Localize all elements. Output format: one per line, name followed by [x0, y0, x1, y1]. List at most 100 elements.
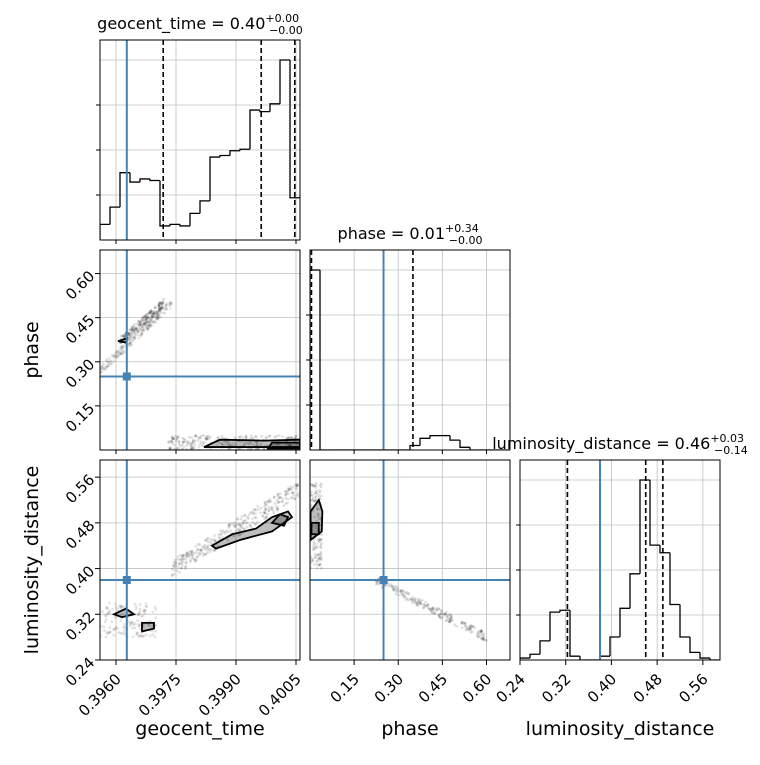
sample-point: [147, 311, 151, 315]
sample-point: [476, 632, 479, 636]
sample-point: [256, 447, 260, 450]
sample-point: [313, 499, 317, 503]
sample-point: [480, 629, 484, 633]
sample-point: [278, 500, 282, 504]
sample-point: [123, 332, 127, 336]
hist-bin: [159, 180, 170, 227]
sample-point: [183, 438, 187, 442]
sample-point: [102, 368, 105, 372]
sample-point: [110, 354, 114, 357]
sample-point: [316, 553, 320, 557]
sample-point: [311, 509, 315, 513]
sample-point: [399, 590, 402, 594]
sample-point: [447, 620, 451, 624]
sample-point: [445, 615, 449, 619]
sample-point: [153, 311, 157, 315]
sample-point: [228, 529, 232, 533]
sample-point: [191, 441, 195, 445]
sample-point: [145, 605, 148, 609]
sample-point: [132, 335, 136, 339]
sample-point: [415, 601, 419, 605]
sample-point: [171, 437, 175, 441]
sample-point: [264, 503, 267, 506]
sample-point: [432, 611, 436, 614]
sample-point: [135, 633, 138, 636]
sample-point: [318, 556, 321, 560]
sample-point: [191, 440, 195, 444]
sample-point: [227, 443, 231, 446]
sample-point: [319, 543, 323, 547]
sample-point: [140, 331, 143, 335]
sample-point: [403, 594, 406, 598]
sample-point: [433, 612, 437, 616]
sample-point: [262, 510, 266, 513]
sample-point: [148, 320, 152, 324]
sample-point: [226, 539, 230, 542]
sample-point: [463, 621, 467, 625]
panel-title-geocent_time: geocent_time = 0.40+0.00 −0.00: [97, 12, 303, 37]
sample-point: [476, 632, 480, 636]
sample-point: [146, 320, 150, 324]
x-tick-label: 0.4005: [255, 670, 305, 720]
sample-point: [170, 440, 174, 444]
sample-point: [480, 629, 484, 633]
sample-point: [194, 544, 198, 548]
x-tick-label: 0.45: [415, 670, 451, 706]
sample-point: [431, 606, 435, 610]
sample-point: [264, 507, 267, 511]
sample-point: [221, 529, 225, 532]
sample-point: [205, 537, 209, 541]
sample-point: [141, 614, 145, 618]
sample-point: [157, 310, 161, 313]
sample-point: [103, 367, 106, 371]
sample-point: [132, 335, 136, 339]
sample-point: [319, 485, 323, 489]
sample-point: [192, 557, 196, 561]
sample-point: [263, 511, 267, 515]
sample-point: [151, 610, 155, 614]
sample-point: [265, 515, 269, 519]
sample-point: [134, 334, 138, 338]
sample-point: [217, 533, 221, 537]
sample-point: [287, 436, 290, 439]
sample-point: [424, 600, 428, 604]
sample-point: [311, 548, 315, 552]
sample-point: [426, 602, 430, 606]
sample-point: [250, 442, 253, 445]
sample-point: [128, 338, 132, 341]
sample-point: [320, 533, 323, 537]
sample-point: [122, 351, 125, 355]
sample-point: [226, 531, 230, 534]
sample-point: [137, 634, 141, 638]
sample-point: [286, 487, 290, 490]
x-tick-label: 0.40: [584, 670, 620, 706]
sample-point: [249, 525, 253, 529]
sample-point: [318, 558, 322, 562]
sample-point: [246, 441, 249, 445]
sample-point: [106, 606, 110, 610]
sample-point: [142, 321, 146, 325]
sample-point: [468, 624, 472, 628]
sample-point: [241, 521, 245, 525]
sample-point: [170, 439, 173, 443]
sample-point: [409, 597, 413, 601]
sample-point: [247, 447, 250, 450]
sample-point: [106, 612, 110, 616]
sample-point: [449, 619, 453, 623]
sample-point: [273, 502, 277, 506]
y-tick-label: 0.15: [62, 400, 98, 436]
sample-point: [135, 631, 139, 635]
sample-point: [189, 446, 193, 450]
sample-point: [107, 610, 111, 614]
sample-point: [168, 300, 172, 304]
sample-point: [149, 322, 152, 326]
sample-point: [294, 434, 298, 438]
sample-point: [114, 616, 118, 620]
sample-point: [437, 614, 441, 617]
sample-point: [128, 343, 132, 347]
sample-point: [193, 439, 197, 443]
sample-point: [267, 434, 271, 438]
sample-point: [375, 580, 379, 584]
y-tick-label: 0.56: [62, 471, 98, 507]
sample-point: [140, 325, 144, 328]
